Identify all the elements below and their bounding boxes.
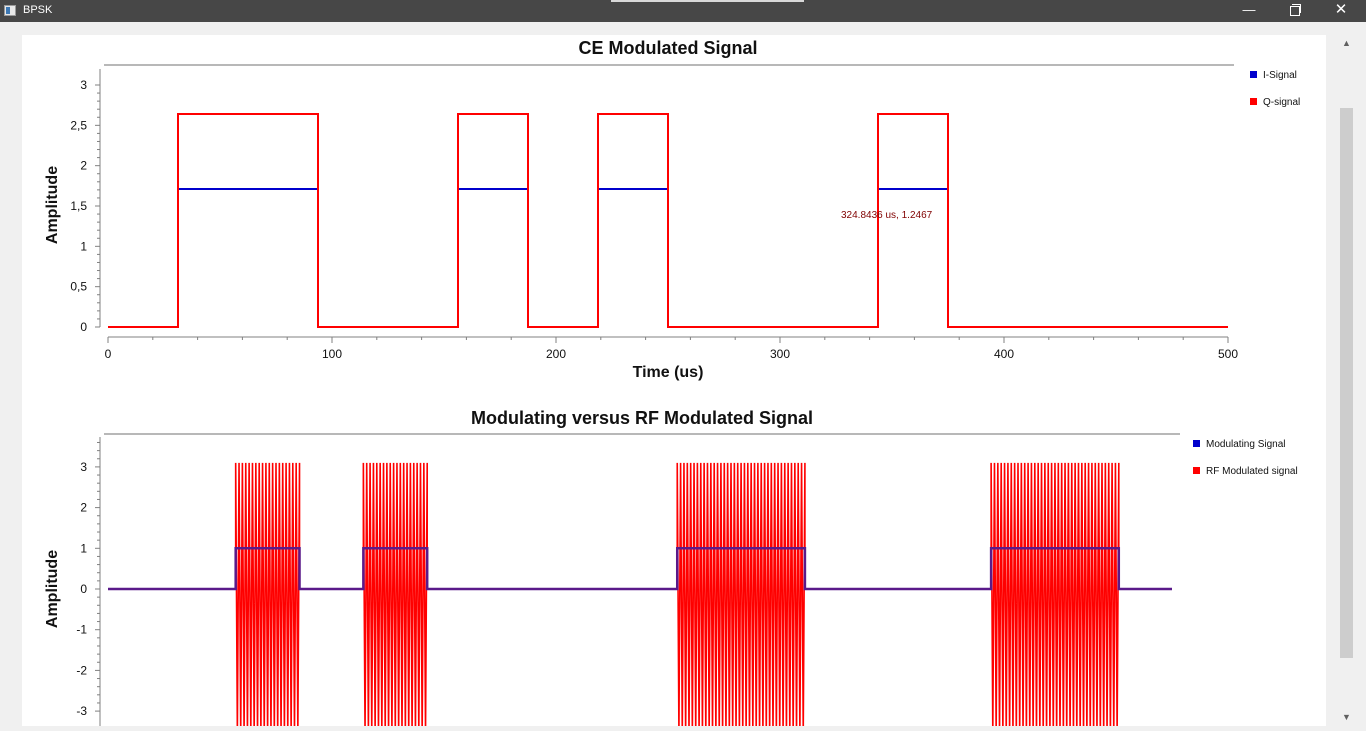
chart1-y-tick-label: 0 — [80, 320, 87, 334]
ce-modulated-chart: CE Modulated Signal 0 0,5 1 1,5 2 2,5 3 0 100 20… — [44, 38, 1300, 381]
chart1-legend: I-Signal Q-signal — [1250, 70, 1300, 108]
chart2-y-ticks: -3 -2 -1 0 1 2 3 — [76, 441, 100, 718]
maximize-button[interactable] — [1272, 0, 1318, 22]
vertical-scrollbar[interactable]: ▲ ▼ — [1338, 35, 1355, 726]
restore-back-icon — [1292, 4, 1301, 13]
chart1-y-tick-label: 2 — [80, 159, 87, 173]
restore-icon — [1290, 6, 1300, 16]
scroll-up-icon[interactable]: ▲ — [1342, 38, 1351, 48]
chart2-legend: Modulating Signal RF Modulated signal — [1193, 439, 1298, 477]
legend-rf-swatch — [1193, 467, 1200, 474]
chart1-x-tick-label: 500 — [1218, 347, 1238, 361]
chart1-x-ticks: 0 100 200 300 400 500 — [105, 337, 1238, 361]
chart2-y-tick-label: 0 — [80, 582, 87, 596]
legend-q-signal-label: Q-signal — [1263, 97, 1300, 108]
chart1-x-tick-label: 100 — [322, 347, 342, 361]
legend-i-signal-label: I-Signal — [1263, 70, 1297, 81]
legend-modulating-label: Modulating Signal — [1206, 439, 1286, 450]
legend-rf-label: RF Modulated signal — [1206, 466, 1298, 477]
scroll-thumb[interactable] — [1340, 108, 1353, 658]
charts-canvas: CE Modulated Signal 00,511,522,53 0 100 20… — [44, 38, 1300, 731]
chart1-xlabel: Time (us) — [633, 364, 704, 381]
chart2-ylabel: Amplitude — [44, 550, 61, 628]
chart2-series — [108, 462, 1172, 731]
title-drag-tab — [611, 0, 804, 2]
window-title: BPSK — [23, 4, 53, 16]
app-icon — [4, 5, 16, 16]
chart1-line-q-signal — [108, 113, 1228, 328]
chart2-y-tick-label: 3 — [80, 460, 87, 474]
chart1-ylabel: Amplitude — [44, 166, 61, 244]
chart2-line-rf-modulated-signal — [108, 462, 1172, 731]
chart1-x-tick-label: 300 — [770, 347, 790, 361]
chart1-title: CE Modulated Signal — [578, 38, 757, 58]
chart1-x-tick-label: 0 — [105, 347, 112, 361]
chart2-y-tick-label: -2 — [76, 663, 87, 677]
chart2-line-modulating-signal — [108, 547, 1172, 591]
chart1-y-tick-label: 3 — [80, 78, 87, 92]
legend-modulating-swatch — [1193, 440, 1200, 447]
chart1-y-ticks: 0 0,5 1 1,5 2 2,5 3 — [70, 78, 100, 334]
minimize-button[interactable]: — — [1242, 2, 1256, 17]
chart2-title: Modulating versus RF Modulated Signal — [471, 408, 813, 428]
legend-q-signal-swatch — [1250, 98, 1257, 105]
window-content: CE Modulated Signal 0 0,5 1 1,5 2 2,5 3 0 100 20… — [0, 22, 1366, 731]
chart2-y-tick-label: -1 — [76, 623, 87, 637]
rf-modulated-chart: Modulating versus RF Modulated Signal -3… — [44, 408, 1298, 731]
chart1-y-tick-label: 1,5 — [70, 199, 87, 213]
chart1-annotation: 324.8436 us, 1.2467 — [841, 210, 933, 221]
plot-area: CE Modulated Signal 0 0,5 1 1,5 2 2,5 3 0 100 20… — [22, 35, 1326, 731]
chart1-y-tick-label: 0,5 — [70, 280, 87, 294]
chart1-x-tick-label: 200 — [546, 347, 566, 361]
chart2-y-tick-label: -3 — [76, 704, 87, 718]
chart2-y-tick-label: 1 — [80, 541, 87, 555]
close-button[interactable]: ✕ — [1334, 1, 1348, 18]
chart1-x-tick-label: 400 — [994, 347, 1014, 361]
scroll-down-icon[interactable]: ▼ — [1342, 712, 1351, 722]
chart1-y-tick-label: 1 — [80, 239, 87, 253]
chart1-series — [108, 113, 1228, 328]
legend-i-signal-swatch — [1250, 71, 1257, 78]
chart2-y-tick-label: 2 — [80, 501, 87, 515]
chart1-y-tick-label: 2,5 — [70, 118, 87, 132]
window-titlebar: BPSK — ✕ — [0, 0, 1366, 22]
